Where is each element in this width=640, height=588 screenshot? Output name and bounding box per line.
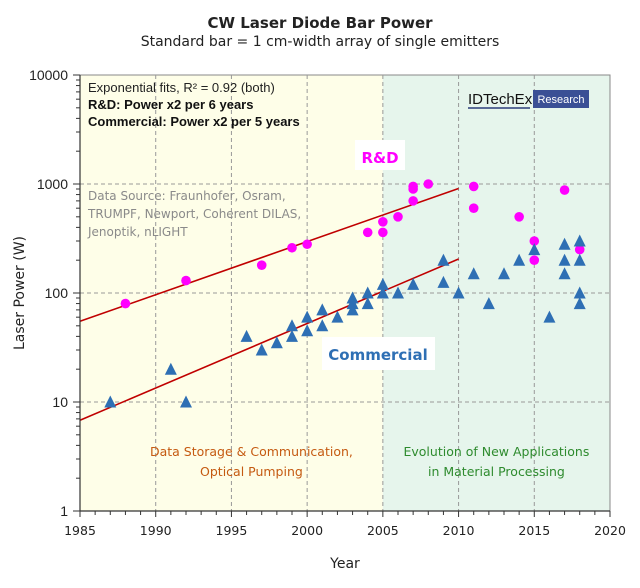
fit-line	[79, 187, 459, 323]
rd-data-point	[574, 244, 585, 255]
rd-label-box	[355, 140, 405, 170]
commercial-data-point	[558, 253, 571, 266]
x-tick-label: 2005	[367, 523, 399, 538]
rd-data-point	[423, 179, 434, 189]
rd-data-point	[514, 212, 524, 222]
region-label-line: Evolution of New Applications	[403, 444, 589, 459]
rd-data-point	[120, 298, 131, 309]
rd-data-point	[378, 216, 388, 227]
commercial-data-point	[498, 267, 510, 280]
chart-subtitle: Standard bar = 1 cm-width array of singl…	[140, 34, 500, 50]
x-axis-title: Year	[329, 556, 360, 572]
commercial-data-point	[255, 343, 268, 356]
commercial-data-point	[376, 286, 389, 299]
commercial-data-point	[240, 329, 253, 342]
region-label-line: Data Storage & Communication,	[150, 444, 353, 459]
commercial-data-point	[286, 329, 298, 342]
rd-data-point	[408, 196, 418, 206]
fit-note: Exponential fits, R² = 0.92 (both)	[88, 80, 275, 95]
region-label-line: in Material Processing	[428, 464, 565, 479]
x-tick-label: 1990	[140, 523, 172, 538]
commercial-data-point	[407, 277, 420, 290]
commercial-data-point	[346, 297, 359, 310]
x-tick-label: 2010	[443, 523, 475, 538]
x-tick-label: 1995	[216, 523, 248, 538]
commercial-data-point	[573, 253, 586, 266]
rd-data-point	[181, 275, 191, 286]
commercial-data-point	[543, 310, 556, 323]
commercial-data-point	[361, 286, 374, 299]
logo-badge	[533, 90, 589, 108]
data-source-line: TRUMPF, Newport, Coherent DILAS,	[87, 207, 301, 221]
rd-data-point	[378, 227, 388, 238]
rd-doubling-note: R&D: Power x2 per 6 years	[88, 97, 253, 112]
commercial-label-box	[322, 337, 435, 370]
commercial-data-point	[573, 234, 586, 247]
logo-text: IDTechEx	[468, 91, 533, 108]
rd-data-point	[529, 236, 540, 246]
rd-series-label: R&D	[361, 149, 398, 167]
commercial-data-point	[437, 275, 450, 288]
commercial-data-point	[286, 319, 298, 332]
rd-data-point	[468, 203, 479, 213]
commercial-data-point	[558, 237, 571, 250]
logo-badge-text: Research	[537, 94, 584, 106]
rd-data-point	[468, 181, 479, 192]
commercial-data-point	[437, 253, 450, 266]
rd-data-point	[287, 242, 297, 253]
commercial-data-point	[513, 253, 526, 266]
commercial-data-point	[331, 310, 344, 323]
commercial-data-point	[452, 286, 465, 299]
data-source-line: Data Source: Fraunhofer, Osram,	[88, 189, 286, 203]
commercial-data-point	[392, 286, 404, 299]
data-source-line: Jenoptik, nLIGHT	[87, 225, 188, 239]
rd-data-point	[529, 255, 540, 265]
chart-title: CW Laser Diode Bar Power	[207, 14, 433, 32]
commercial-data-point	[573, 286, 586, 299]
commercial-data-point	[301, 324, 314, 337]
commercial-series-label: Commercial	[328, 346, 427, 364]
y-tick-label: 10	[52, 394, 68, 410]
x-tick-label: 1985	[64, 523, 96, 538]
x-tick-label: 2000	[291, 523, 323, 538]
commercial-data-point	[361, 297, 374, 310]
commercial-data-point	[301, 310, 314, 323]
x-tick-label: 2020	[594, 523, 626, 538]
commercial-data-point	[482, 297, 495, 310]
rd-data-point	[393, 212, 403, 222]
y-tick-label: 1000	[37, 176, 68, 192]
region-label-line: Optical Pumping	[200, 464, 303, 479]
commercial-data-point	[104, 395, 117, 408]
y-tick-label: 10000	[29, 67, 68, 83]
commercial-data-point	[316, 303, 329, 316]
commercial-data-point	[528, 243, 541, 256]
y-tick-label: 1	[60, 503, 68, 519]
commercial-data-point	[467, 267, 480, 280]
fit-line	[79, 258, 459, 421]
commercial-data-point	[346, 303, 359, 316]
commercial-data-point	[180, 395, 192, 408]
commercial-data-point	[376, 277, 389, 290]
rd-data-point	[559, 185, 570, 195]
x-tick-label: 2015	[518, 523, 550, 538]
rd-data-point	[408, 181, 418, 192]
commercial-data-point	[270, 336, 283, 349]
commercial-data-point	[316, 319, 329, 332]
rd-data-point	[362, 227, 373, 238]
rd-data-point	[256, 260, 267, 270]
commercial-doubling-note: Commercial: Power x2 per 5 years	[88, 114, 300, 129]
commercial-data-point	[573, 297, 586, 310]
y-axis-title: Laser Power (W)	[12, 236, 28, 350]
commercial-data-point	[558, 267, 571, 280]
y-tick-label: 100	[45, 285, 69, 301]
commercial-data-point	[164, 362, 177, 375]
rd-data-point	[302, 239, 312, 250]
